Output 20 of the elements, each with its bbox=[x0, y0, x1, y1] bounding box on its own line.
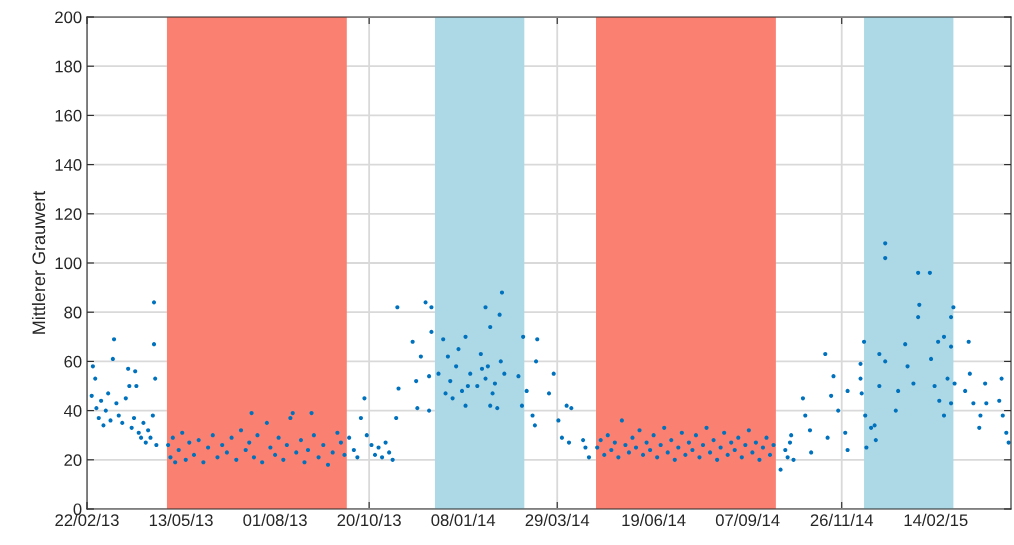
x-tick-label: 29/03/14 bbox=[525, 513, 590, 527]
x-tick-label: 19/06/14 bbox=[622, 513, 686, 527]
x-tick-label: 20/10/13 bbox=[337, 513, 401, 527]
x-tick-label: 01/08/13 bbox=[243, 513, 307, 527]
x-tick-label: 26/11/14 bbox=[810, 513, 874, 527]
y-tick-label: 200 bbox=[55, 11, 82, 24]
y-tick-label: 160 bbox=[55, 109, 82, 122]
y-tick-label: 20 bbox=[64, 454, 82, 466]
x-tick-label: 08/01/14 bbox=[431, 513, 496, 527]
y-axis-title: Mittlerer Grauwert bbox=[31, 190, 46, 334]
y-tick-label: 40 bbox=[63, 405, 82, 417]
y-tick-label: 60 bbox=[64, 355, 82, 368]
y-tick-label: 100 bbox=[55, 257, 82, 270]
x-tick-label: 14/02/15 bbox=[904, 513, 968, 527]
x-tick-label: 07/09/14 bbox=[715, 513, 780, 527]
y-tick-label: 140 bbox=[55, 159, 82, 171]
y-tick-label: 120 bbox=[55, 208, 82, 220]
y-tick-label: 180 bbox=[55, 60, 82, 73]
y-tick-label: 80 bbox=[64, 306, 82, 319]
x-tick-label: 13/05/13 bbox=[149, 513, 213, 527]
